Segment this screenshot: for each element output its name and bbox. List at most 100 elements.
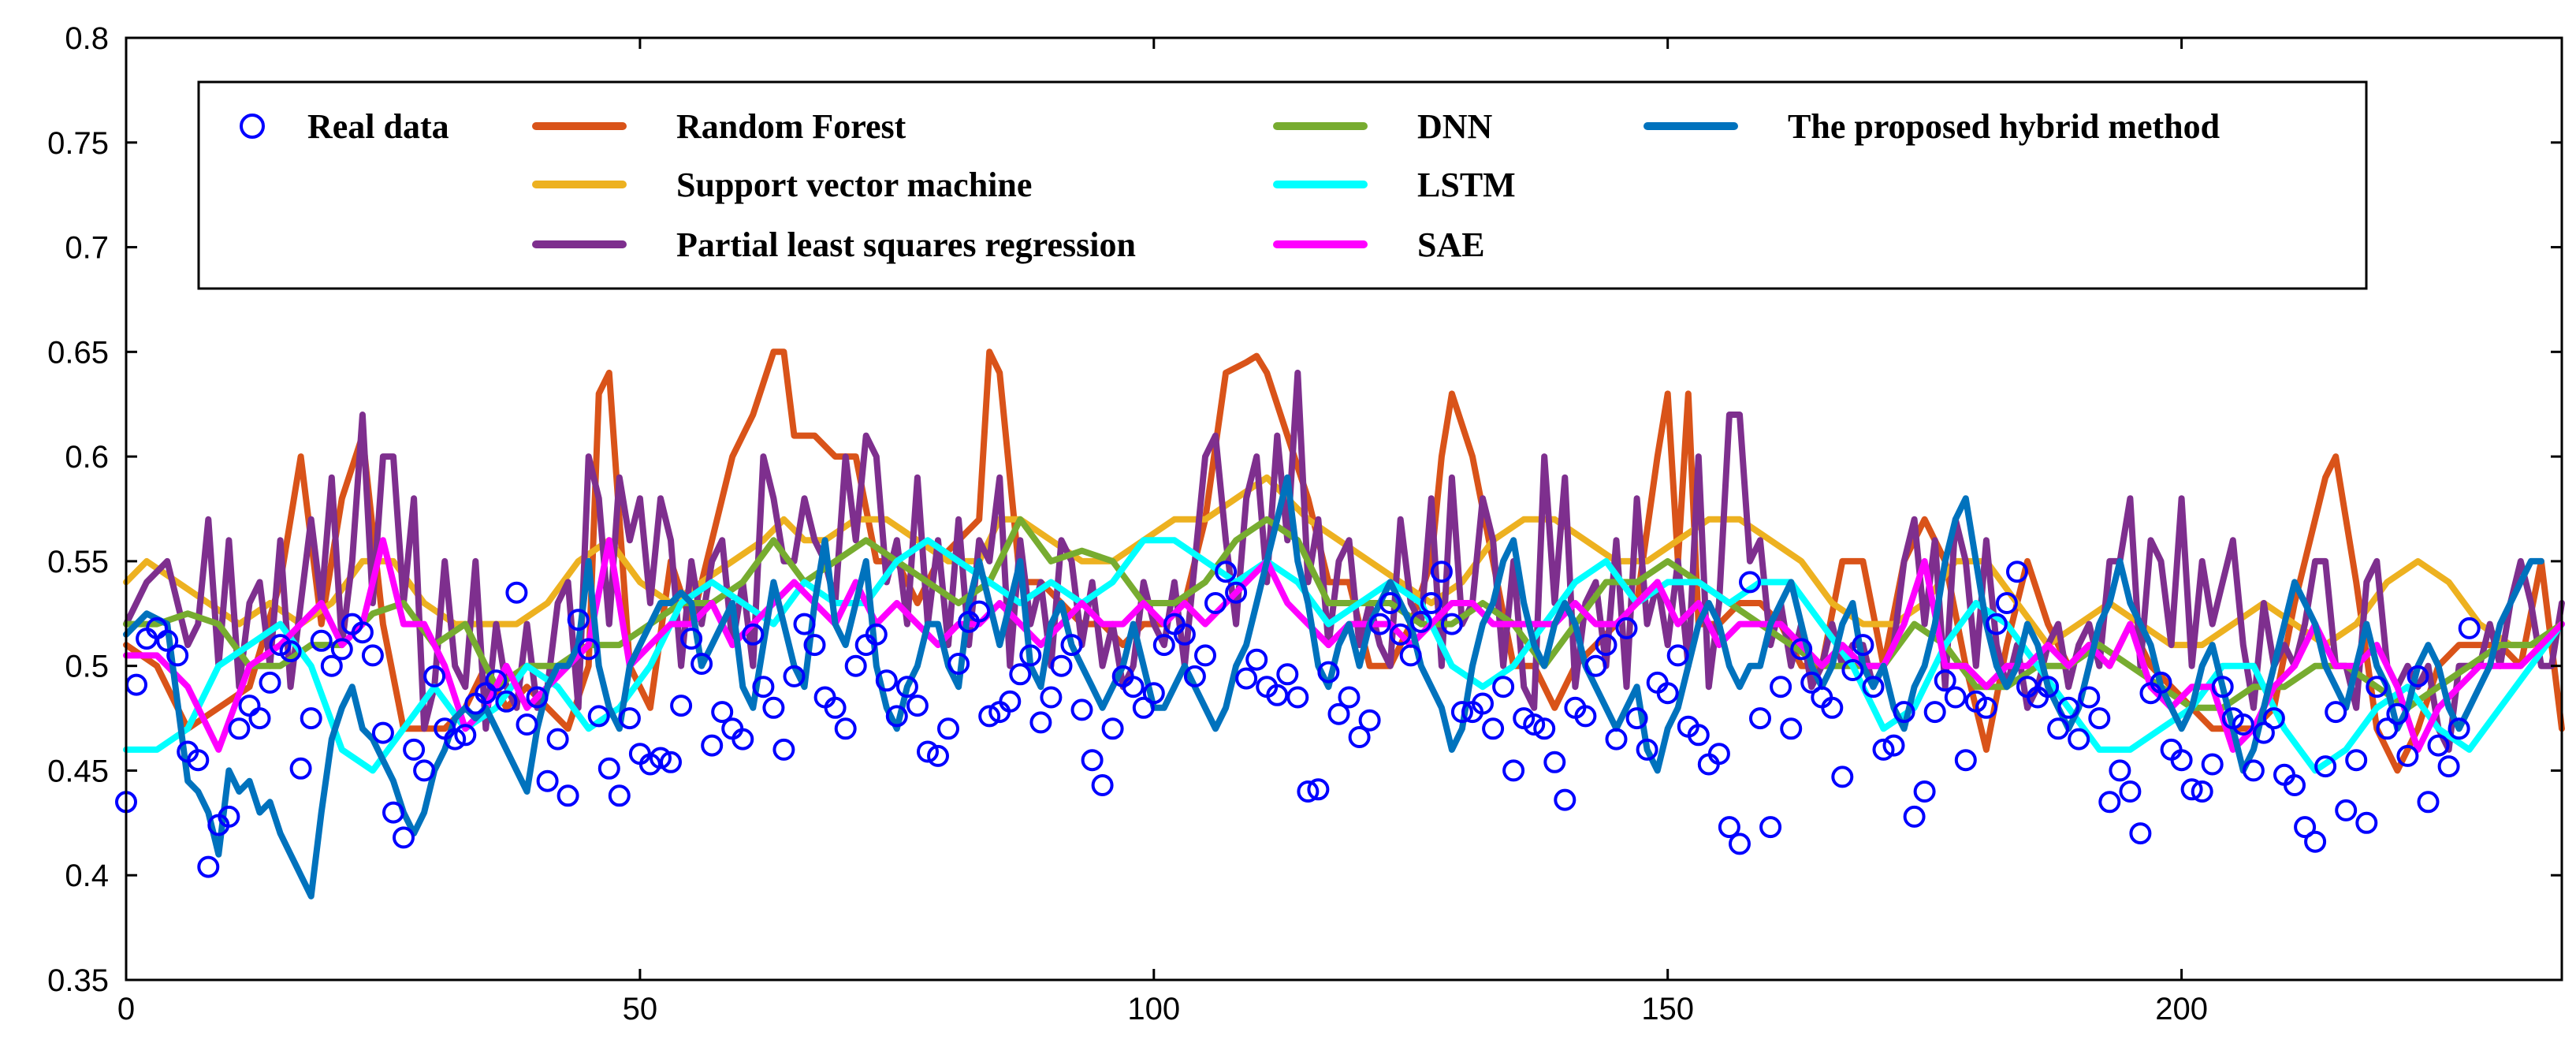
real-data-point xyxy=(1615,616,1638,639)
legend: Real data Random Forest Support vector mac… xyxy=(197,80,2368,290)
real-data-point xyxy=(1543,751,1566,773)
real-data-point xyxy=(978,705,1001,728)
legend-entry-dnn: DNN xyxy=(1273,107,1493,146)
y-tick-label: 0.35 xyxy=(47,963,109,998)
real-data-point xyxy=(393,826,415,849)
real-data-point xyxy=(1266,684,1289,706)
real-data-point xyxy=(1317,661,1340,684)
y-tick-label: 0.8 xyxy=(65,21,109,56)
real-data-point xyxy=(2098,791,2121,814)
real-data-point xyxy=(2376,717,2399,740)
series-group xyxy=(115,348,2565,900)
real-data-point xyxy=(731,728,754,751)
real-data-point xyxy=(947,653,970,675)
real-data-point xyxy=(495,690,518,713)
real-data-point xyxy=(865,623,888,646)
real-data-point xyxy=(505,581,528,604)
real-data-point xyxy=(1029,711,1052,734)
real-data-point xyxy=(834,717,857,740)
real-data-point xyxy=(2345,749,2368,772)
real-data-point xyxy=(2427,734,2450,757)
real-data-point xyxy=(2119,780,2142,803)
real-data-point xyxy=(2068,728,2090,751)
x-tick-label: 150 xyxy=(1641,992,1694,1026)
real-data-point xyxy=(1533,717,1556,740)
real-data-point xyxy=(2150,671,2172,694)
real-data-point xyxy=(156,629,179,652)
real-data-point xyxy=(330,638,353,661)
real-data-point xyxy=(1276,663,1299,686)
real-data-point xyxy=(1913,780,1936,803)
lstm-line xyxy=(123,537,2565,774)
real-data-point xyxy=(557,784,579,807)
real-data-point xyxy=(1132,696,1155,719)
real-data-point xyxy=(2170,749,2193,772)
real-data-point xyxy=(1307,778,1330,801)
real-data-point xyxy=(1091,774,1114,796)
real-data-point xyxy=(444,728,467,751)
real-data-point xyxy=(526,686,549,709)
real-data-point xyxy=(711,701,734,724)
legend-label: LSTM xyxy=(1417,166,1516,204)
real-data-point xyxy=(300,707,322,730)
real-data-point xyxy=(2242,759,2265,782)
real-data-point xyxy=(2458,616,2481,639)
real-data-point xyxy=(1081,749,1104,772)
real-data-point xyxy=(1872,738,1895,761)
real-data-point xyxy=(1944,686,1967,709)
real-data-point xyxy=(1358,709,1381,732)
real-data-point xyxy=(1399,644,1422,667)
y-tick-label: 0.45 xyxy=(47,754,109,788)
real-data-point xyxy=(1297,780,1320,803)
real-data-point xyxy=(1625,707,1648,730)
real-data-point xyxy=(1852,634,1874,657)
real-data-point xyxy=(1327,702,1350,725)
legend-entry-real-data: Real data xyxy=(240,107,449,146)
real-data-point xyxy=(485,669,508,692)
real-data-point xyxy=(1656,682,1679,705)
real-data-point xyxy=(2078,686,2101,709)
real-data-point xyxy=(824,696,847,719)
real-data-point xyxy=(1934,669,1956,692)
real-data-point xyxy=(1759,816,1782,839)
real-data-point xyxy=(1780,717,1803,740)
real-data-point xyxy=(2417,791,2440,814)
real-data-point xyxy=(906,695,929,717)
real-data-point xyxy=(2262,707,2285,730)
real-data-point xyxy=(1770,676,1792,698)
real-data-point xyxy=(1687,724,1710,747)
real-data-point xyxy=(1215,561,1238,583)
real-data-point xyxy=(597,757,620,780)
real-data-point xyxy=(2211,676,2234,698)
real-data-point xyxy=(2437,755,2460,778)
x-tick-label: 0 xyxy=(117,992,135,1026)
real-data-point xyxy=(1729,833,1751,855)
real-data-point xyxy=(2109,759,2131,782)
real-data-point xyxy=(248,707,271,730)
real-data-point xyxy=(1903,805,1926,828)
real-data-point xyxy=(1101,717,1124,740)
real-data-point xyxy=(2314,755,2337,778)
real-data-point xyxy=(2407,665,2429,687)
real-data-point xyxy=(1595,634,1617,657)
axes-frame xyxy=(125,36,2563,982)
real-data-point xyxy=(1450,701,1473,724)
real-data-point xyxy=(2448,717,2470,740)
real-data-point xyxy=(1749,707,1771,730)
real-data-point xyxy=(2047,717,2070,740)
series-partial-least-squares-regression xyxy=(123,369,2565,753)
real-data-point xyxy=(1225,581,1248,604)
y-tick-label: 0.75 xyxy=(47,126,109,161)
real-data-point xyxy=(803,634,826,657)
real-data-point xyxy=(1985,613,2008,635)
real-data-point xyxy=(1502,759,1525,782)
real-data-point xyxy=(187,749,210,772)
real-data-point xyxy=(259,671,281,694)
real-data-point xyxy=(844,654,867,677)
real-data-point xyxy=(772,738,795,761)
x-tick-label: 200 xyxy=(2155,992,2208,1026)
real-data-point xyxy=(1430,561,1453,583)
real-data-point xyxy=(1718,816,1740,839)
real-data-point xyxy=(351,621,374,644)
